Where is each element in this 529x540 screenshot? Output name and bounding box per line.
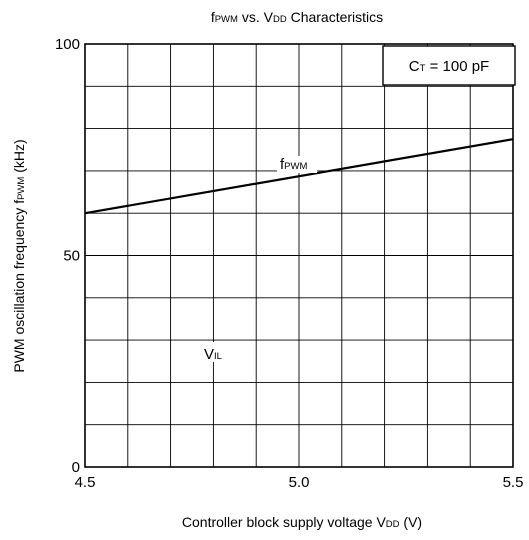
series-label-text: fPWM — [280, 156, 307, 173]
chart-title-tail: Characteristics — [287, 9, 383, 25]
vil-annotation-sub: IL — [214, 351, 222, 362]
y-axis-label-sub: PWM — [16, 177, 27, 200]
series-label-sub: PWM — [284, 161, 307, 172]
series-layer — [84, 138, 514, 215]
y-tick-label: 0 — [72, 459, 80, 476]
y-axis-label: PWM oscillation frequency fPWM (kHz) — [11, 139, 27, 372]
vil-annotation: VIL — [202, 342, 230, 363]
series-line-0 — [84, 138, 514, 215]
x-axis-label-main: Controller block supply voltage V — [182, 514, 387, 530]
chart-title: fPWM vs. VDD Characteristics — [211, 9, 383, 25]
series-label-main: f — [280, 156, 285, 173]
x-axis-label-tail: (V) — [400, 514, 423, 530]
y-axis-label-main: PWM oscillation frequency f — [11, 200, 27, 373]
vil-annotation-text: VIL — [204, 346, 222, 363]
x-tick-label: 4.5 — [75, 474, 96, 491]
vil-annotation-main: V — [204, 346, 214, 363]
plot-frame — [84, 43, 514, 468]
ct-annotation-tail: = 100 pF — [425, 58, 489, 75]
ct-annotation-text: CT = 100 pF — [409, 58, 489, 75]
x-tick-label: 5.5 — [503, 474, 524, 491]
grid — [85, 44, 513, 467]
y-tick-label: 100 — [55, 36, 80, 53]
y-tick-label: 50 — [63, 248, 80, 265]
x-tick-label: 5.0 — [289, 474, 310, 491]
y-axis-label-tail: (kHz) — [11, 139, 27, 176]
x-axis-label-sub: DD — [386, 519, 400, 530]
series-label: fPWM — [277, 156, 317, 173]
ct-annotation: CT = 100 pF — [382, 45, 516, 86]
chart-title-main: f — [211, 9, 215, 25]
tick-labels: 4.5 5.0 5.5 0 50 100 — [55, 36, 523, 491]
ct-annotation-sub: T — [420, 63, 426, 74]
chart-title-rest: vs. V — [238, 9, 274, 25]
chart-title-sub2: DD — [273, 14, 287, 25]
ct-annotation-box — [382, 45, 516, 86]
ct-annotation-main: C — [409, 58, 420, 75]
x-axis-label: Controller block supply voltage VDD (V) — [182, 514, 422, 530]
chart-title-sub: PWM — [215, 14, 238, 25]
